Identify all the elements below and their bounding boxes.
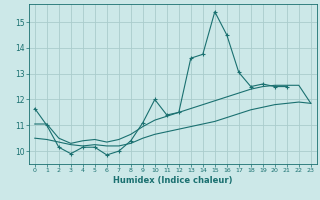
X-axis label: Humidex (Indice chaleur): Humidex (Indice chaleur)	[113, 176, 233, 185]
